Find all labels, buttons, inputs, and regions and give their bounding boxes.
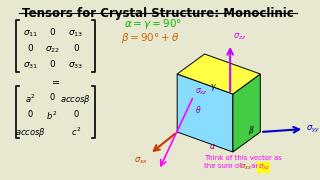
Text: $\alpha$: $\alpha$: [209, 142, 216, 151]
Text: $\sigma_{33}$: $\sigma_{33}$: [68, 60, 84, 71]
Text: $accos\beta$: $accos\beta$: [15, 126, 46, 139]
Text: the sum of: the sum of: [204, 163, 244, 169]
Text: $\sigma_{31}$: $\sigma_{31}$: [22, 60, 38, 71]
Text: $\sigma_{xx}$: $\sigma_{xx}$: [134, 156, 148, 166]
Text: =: =: [52, 78, 60, 88]
Text: $\beta$: $\beta$: [248, 124, 254, 137]
Polygon shape: [177, 74, 233, 152]
Text: $\alpha = \gamma = 90°$: $\alpha = \gamma = 90°$: [124, 17, 182, 31]
Text: $\sigma_{13}$: $\sigma_{13}$: [68, 28, 84, 39]
Text: 0: 0: [73, 110, 78, 119]
Text: $\beta = 90° + \theta$: $\beta = 90° + \theta$: [121, 31, 180, 45]
Text: $\sigma_{22}$: $\sigma_{22}$: [44, 44, 60, 55]
Text: Tensors for Crystal Structure: Monoclinic: Tensors for Crystal Structure: Monoclini…: [22, 7, 294, 20]
Text: and: and: [249, 163, 267, 169]
Polygon shape: [177, 54, 260, 94]
Text: Think of this vector as: Think of this vector as: [204, 155, 282, 161]
Text: 0: 0: [27, 44, 33, 53]
Text: $\theta$: $\theta$: [196, 104, 202, 115]
Text: $\sigma_{11}$: $\sigma_{11}$: [22, 28, 38, 39]
Text: 0: 0: [49, 60, 55, 69]
Text: $b^2$: $b^2$: [46, 110, 58, 122]
Text: $\sigma_{xz}$: $\sigma_{xz}$: [258, 163, 269, 172]
Text: 0: 0: [28, 110, 33, 119]
Polygon shape: [233, 74, 260, 152]
Text: $a^2$: $a^2$: [25, 93, 36, 105]
Text: 0: 0: [73, 44, 79, 53]
Text: $\sigma_{xz}$: $\sigma_{xz}$: [196, 86, 208, 96]
Text: $\gamma$: $\gamma$: [210, 82, 217, 93]
Text: 0: 0: [49, 28, 55, 37]
Text: $\sigma_{yy}$: $\sigma_{yy}$: [306, 123, 320, 135]
Text: $\sigma_{zz}$: $\sigma_{zz}$: [233, 31, 246, 42]
Text: $\sigma_{xx}$: $\sigma_{xx}$: [240, 163, 252, 172]
Text: $c^2$: $c^2$: [71, 126, 81, 138]
Text: $accos\beta$: $accos\beta$: [60, 93, 91, 106]
Text: 0: 0: [49, 93, 55, 102]
